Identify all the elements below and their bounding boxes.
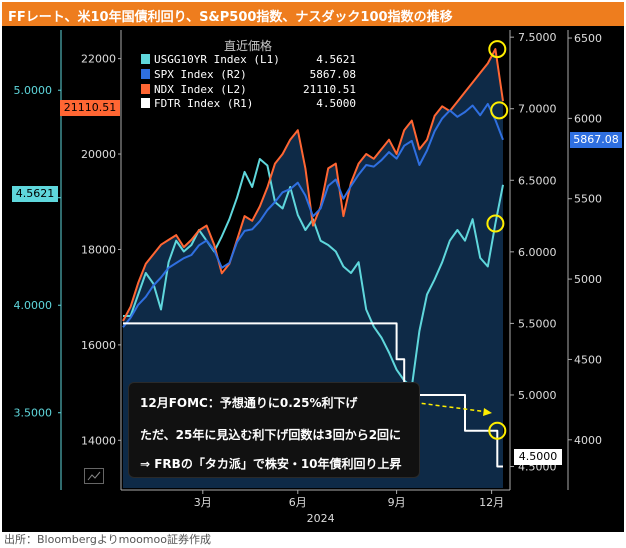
tick-label-l1: 5.0000 bbox=[14, 84, 53, 97]
legend-name-fdtr: FDTR Index (R1) bbox=[154, 97, 254, 110]
tick-label-r1: 6.5000 bbox=[518, 174, 557, 187]
chart-header: FFレート、米10年国債利回り、S&P500指数、ナスダック100指数の推移 bbox=[2, 2, 624, 26]
annotation-box bbox=[128, 382, 420, 478]
tag-spx-last: 5867.08 bbox=[570, 132, 622, 148]
chart-title: FFレート、米10年国債利回り、S&P500指数、ナスダック100指数の推移 bbox=[8, 10, 453, 25]
series-line-fdtr bbox=[123, 322, 503, 468]
annotation-hawkish: ⇒ FRBの「タカ派」で株安・10年債利回り上昇 bbox=[140, 457, 402, 471]
tick-label-r1: 6.0000 bbox=[518, 246, 557, 259]
highlight-circle-usgg-latest bbox=[486, 214, 505, 233]
tag-fdtr-last: 4.5000 bbox=[514, 449, 562, 465]
legend-swatch-spx bbox=[141, 69, 150, 79]
legend-swatch-fdtr bbox=[141, 98, 150, 108]
legend-swatch-ndx bbox=[141, 84, 150, 94]
tick-label-r1: 5.0000 bbox=[518, 389, 557, 402]
legend-swatch-usgg bbox=[141, 54, 150, 64]
annotation-arrow-head bbox=[483, 408, 492, 416]
highlight-circle-spx-latest bbox=[490, 101, 509, 120]
tag-ndx-last: 21110.51 bbox=[60, 100, 120, 116]
legend-item-spx: SPX Index (R2) 5867.08 bbox=[141, 68, 356, 81]
tick-label-x: 12月 bbox=[479, 496, 504, 509]
highlight-circle-ndx-peak bbox=[488, 40, 507, 59]
tick-label-r1: 7.0000 bbox=[518, 103, 557, 116]
tick-label-r2: 4500 bbox=[574, 353, 602, 366]
tick-label-l2: 22000 bbox=[81, 53, 116, 66]
tick-label-r2: 6000 bbox=[574, 112, 602, 125]
legend-item-fdtr: FDTR Index (R1) 4.5000 bbox=[141, 97, 356, 110]
tick-label-l2: 20000 bbox=[81, 148, 116, 161]
source-note: 出所：Bloombergよりmoomoo証券作成 bbox=[4, 533, 211, 546]
tick-label-r2: 5000 bbox=[574, 273, 602, 286]
legend-item-ndx: NDX Index (L2) 21110.51 bbox=[141, 83, 356, 96]
tick-label-r2: 5500 bbox=[574, 193, 602, 206]
tick-label-x: 9月 bbox=[388, 496, 406, 509]
legend-value-spx: 5867.08 bbox=[309, 68, 356, 81]
legend-name-ndx: NDX Index (L2) bbox=[154, 83, 247, 96]
tick-label-l2: 14000 bbox=[81, 434, 116, 447]
tick-label-l2: 16000 bbox=[81, 339, 116, 352]
legend-name-usgg: USGG10YR Index (L1) bbox=[154, 53, 280, 66]
legend-value-ndx: 21110.51 bbox=[303, 83, 356, 96]
legend-title: 直近価格 bbox=[223, 39, 272, 53]
legend-value-usgg: 4.5621 bbox=[316, 53, 356, 66]
tick-label-r1: 5.5000 bbox=[518, 317, 557, 330]
series-line-ndx bbox=[122, 48, 504, 322]
annotation-fomc: 12月FOMC：予想通りに0.25%利下げ bbox=[140, 396, 358, 410]
tick-label-r2: 6500 bbox=[574, 32, 602, 45]
tick-label-x: 3月 bbox=[194, 496, 212, 509]
legend-name-spx: SPX Index (R2) bbox=[154, 68, 247, 81]
highlight-circle-fdtr-latest bbox=[488, 421, 507, 440]
series-line-spx bbox=[122, 102, 504, 328]
tick-label-l1: 4.0000 bbox=[14, 299, 53, 312]
legend: 直近価格 USGG10YR Index (L1) 4.5621 SPX Inde… bbox=[138, 36, 358, 110]
legend-item-usgg: USGG10YR Index (L1) 4.5621 bbox=[141, 53, 356, 66]
chart-type-icon[interactable] bbox=[84, 468, 104, 484]
chart-line-icon bbox=[87, 471, 101, 481]
annotation-dot-plot: ただ、25年に見込む利下げ回数は3回から2回に bbox=[140, 428, 402, 442]
tag-usgg-last: 4.5621 bbox=[12, 186, 58, 202]
tick-label-r2: 4000 bbox=[574, 434, 602, 447]
tick-label-r1: 7.5000 bbox=[518, 31, 557, 44]
tick-label-x: 6月 bbox=[289, 496, 307, 509]
tick-label-l2: 18000 bbox=[81, 243, 116, 256]
legend-value-fdtr: 4.5000 bbox=[316, 97, 356, 110]
tick-label-l1: 3.5000 bbox=[14, 407, 53, 420]
ndx-area-fill bbox=[123, 49, 503, 488]
x-axis-year-label: 2024 bbox=[307, 512, 335, 525]
